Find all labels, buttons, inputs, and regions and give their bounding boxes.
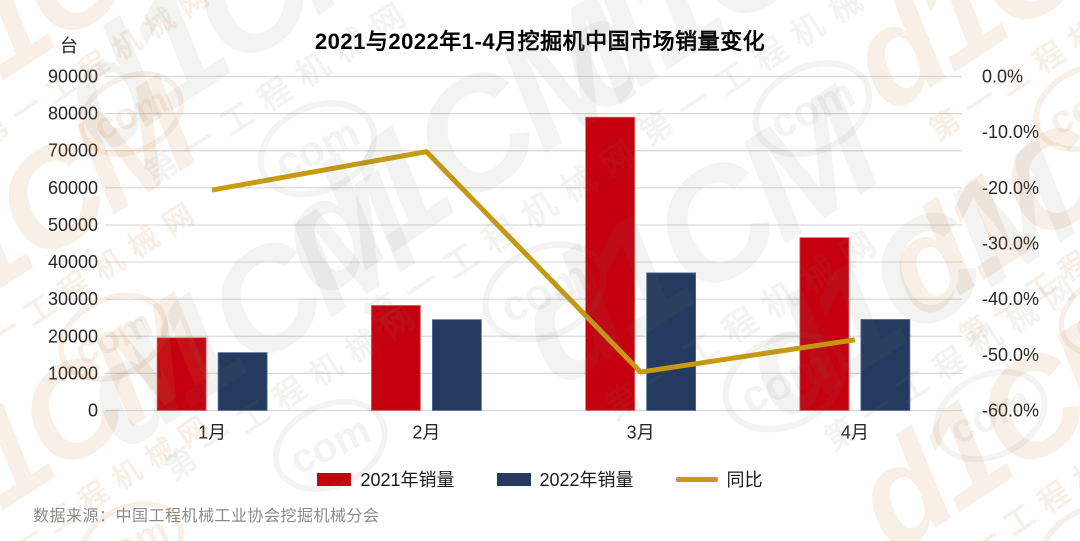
data-source-note: 数据来源：中国工程机械工业协会挖掘机械分会 [33,508,380,525]
y-axis-tick-0: 0 [88,401,98,421]
yoy-line [211,149,856,375]
pct-axis-tick--60.0%: -60.0% [982,401,1039,421]
legend-item-2021: 2021年销量 [317,466,455,492]
y-axis-tick-30000: 30000 [48,289,98,309]
y-axis-tick-70000: 70000 [48,141,98,161]
y-axis-tick-10000: 10000 [48,363,98,383]
legend-item-2022: 2022年销量 [496,466,634,492]
bar-2021-4月 [799,237,850,411]
pct-axis-tick--10.0%: -10.0% [982,122,1039,142]
chart-title: 2021与2022年1-4月挖掘机中国市场销量变化 [314,29,766,54]
legend-label-2021: 2021年销量 [360,470,455,490]
x-axis-label-3月: 3月 [627,423,655,443]
chart-legend: 2021年销量 2022年销量 同比 [0,466,1080,492]
legend-swatch-2022 [496,472,531,486]
bar-2022-1月 [217,352,268,411]
y-axis-tick-20000: 20000 [48,326,98,346]
y-axis-tick-90000: 90000 [48,67,98,87]
pct-axis-tick--30.0%: -30.0% [982,234,1039,254]
y-axis-tick-60000: 60000 [48,178,98,198]
legend-item-yoy: 同比 [675,466,763,492]
pct-axis-tick-0.0%: 0.0% [982,67,1023,87]
x-axis-label-1月: 1月 [198,423,226,443]
legend-label-yoy: 同比 [726,470,763,490]
x-axis-label-2月: 2月 [412,423,440,443]
bar-2021-3月 [585,116,636,411]
y-axis-tick-40000: 40000 [48,252,98,272]
bar-2022-3月 [646,272,697,411]
bar-2022-4月 [860,319,911,411]
bar-2021-1月 [156,337,207,411]
pct-axis-tick--20.0%: -20.0% [982,178,1039,198]
pct-axis-tick--50.0%: -50.0% [982,345,1039,365]
x-axis-label-4月: 4月 [841,423,869,443]
pct-axis-tick--40.0%: -40.0% [982,289,1039,309]
bar-2021-2月 [370,305,421,411]
y-axis-unit-label: 台 [60,36,78,56]
legend-swatch-yoy-line [675,476,718,482]
y-axis-tick-80000: 80000 [48,104,98,124]
legend-swatch-2021 [317,472,352,486]
legend-label-2022: 2022年销量 [539,470,634,490]
y-axis-tick-50000: 50000 [48,215,98,235]
bar-2022-2月 [431,319,482,411]
